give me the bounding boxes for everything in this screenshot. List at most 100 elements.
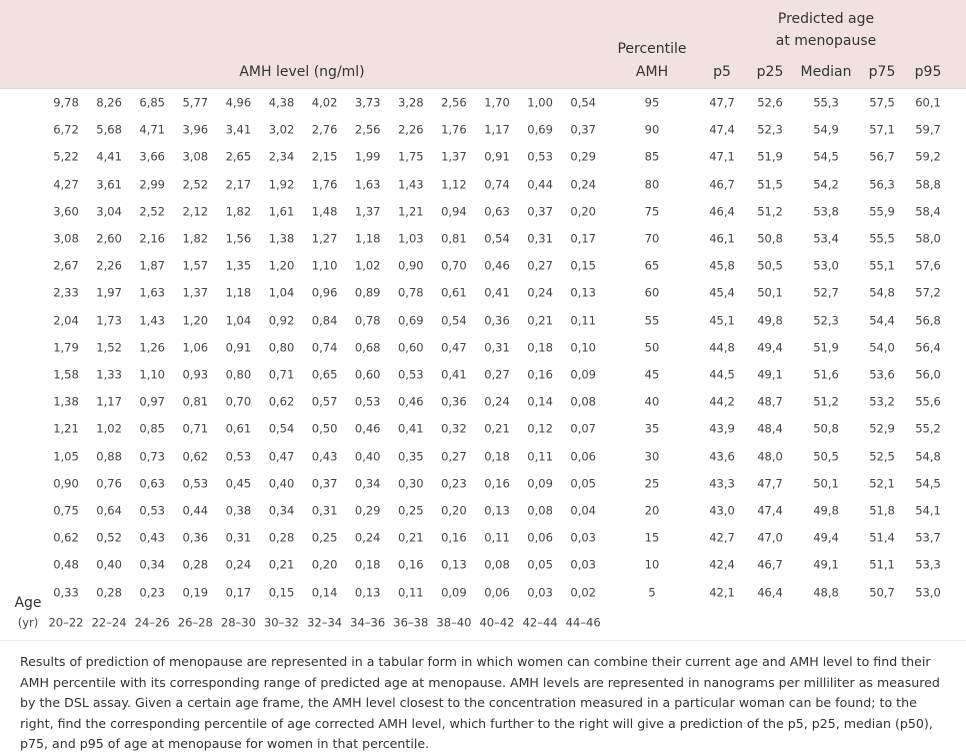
amh-cell: 0,17 bbox=[225, 584, 252, 599]
amh-cell: 5,22 bbox=[53, 149, 79, 164]
amh-cell: 3,28 bbox=[397, 95, 424, 110]
age-range: 36–38 bbox=[393, 615, 429, 630]
separator bbox=[0, 640, 966, 641]
amh-cell: 0,63 bbox=[139, 476, 165, 491]
predicted-cell: 45,4 bbox=[709, 285, 735, 300]
amh-cell: 0,62 bbox=[268, 394, 295, 409]
amh-cell: 0,68 bbox=[354, 340, 381, 355]
amh-cell: 0,17 bbox=[570, 231, 596, 246]
amh-cell: 0,13 bbox=[484, 503, 510, 518]
amh-cell: 0,14 bbox=[527, 394, 553, 409]
amh-cell: 1,57 bbox=[182, 258, 209, 273]
predicted-cell: 55,9 bbox=[869, 204, 895, 219]
amh-cell: 0,18 bbox=[527, 340, 553, 355]
amh-cell: 1,02 bbox=[354, 258, 381, 273]
predicted-cell: 43,9 bbox=[709, 421, 735, 436]
amh-cell: 0,03 bbox=[527, 584, 553, 599]
amh-cell: 0,20 bbox=[311, 557, 338, 572]
predicted-cell: 56,4 bbox=[915, 340, 941, 355]
amh-cell: 0,24 bbox=[354, 530, 381, 545]
predicted-cell: 54,5 bbox=[813, 149, 839, 164]
amh-cell: 0,11 bbox=[397, 584, 424, 599]
amh-cell: 0,80 bbox=[225, 367, 252, 382]
amh-cell: 1,20 bbox=[182, 312, 209, 327]
predicted-cell: 48,4 bbox=[757, 421, 783, 436]
predicted-cell: 43,0 bbox=[709, 503, 735, 518]
amh-cell: 0,81 bbox=[182, 394, 209, 409]
predicted-cell: 52,7 bbox=[813, 285, 839, 300]
predicted-cell: 50,8 bbox=[757, 231, 783, 246]
amh-cell: 1,43 bbox=[139, 312, 165, 327]
amh-cell: 1,10 bbox=[311, 258, 338, 273]
amh-cell: 0,24 bbox=[570, 176, 596, 191]
amh-cell: 0,62 bbox=[53, 530, 79, 545]
predicted-cell: 47,7 bbox=[709, 95, 735, 110]
amh-cell: 8,26 bbox=[96, 95, 122, 110]
amh-cell: 3,66 bbox=[139, 149, 165, 164]
amh-cell: 0,44 bbox=[182, 503, 209, 518]
amh-cell: 1,21 bbox=[397, 204, 424, 219]
amh-cell: 9,78 bbox=[53, 95, 79, 110]
amh-cell: 0,36 bbox=[441, 394, 467, 409]
predicted-cell: 52,5 bbox=[869, 448, 895, 463]
amh-cell: 0,35 bbox=[397, 448, 424, 463]
amh-cell: 0,60 bbox=[397, 340, 424, 355]
amh-cell: 0,13 bbox=[570, 285, 596, 300]
amh-cell: 1,04 bbox=[268, 285, 295, 300]
amh-cell: 1,43 bbox=[397, 176, 424, 191]
amh-cell: 0,11 bbox=[527, 448, 553, 463]
header-predicted: at menopause bbox=[775, 33, 877, 49]
amh-cell: 0,10 bbox=[570, 340, 596, 355]
amh-cell: 1,18 bbox=[225, 285, 252, 300]
amh-cell: 3,41 bbox=[225, 122, 252, 137]
amh-cell: 1,38 bbox=[53, 394, 79, 409]
amh-cell: 0,94 bbox=[441, 204, 467, 219]
age-label: (yr) bbox=[17, 615, 39, 630]
amh-cell: 0,03 bbox=[570, 530, 596, 545]
age-range: 30–32 bbox=[263, 615, 300, 630]
age-range: 34–36 bbox=[350, 615, 386, 630]
predicted-cell: 57,5 bbox=[869, 95, 895, 110]
predicted-cell: 51,2 bbox=[813, 394, 839, 409]
amh-cell: 0,23 bbox=[441, 476, 467, 491]
amh-cell: 2,17 bbox=[225, 176, 252, 191]
amh-cell: 0,33 bbox=[53, 584, 79, 599]
amh-cell: 0,11 bbox=[484, 530, 510, 545]
amh-cell: 0,60 bbox=[354, 367, 381, 382]
amh-cell: 0,70 bbox=[441, 258, 467, 273]
amh-cell: 0,20 bbox=[570, 204, 596, 219]
amh-cell: 1,27 bbox=[311, 231, 338, 246]
predicted-cell: 50,8 bbox=[813, 421, 839, 436]
amh-cell: 0,61 bbox=[225, 421, 252, 436]
predicted-cell: 53,2 bbox=[869, 394, 895, 409]
predicted-cell: 49,8 bbox=[757, 312, 783, 327]
amh-cell: 0,53 bbox=[182, 476, 209, 491]
amh-cell: 0,12 bbox=[527, 421, 553, 436]
header-column: Median bbox=[800, 64, 852, 80]
amh-cell: 0,92 bbox=[268, 312, 295, 327]
amh-cell: 0,07 bbox=[570, 421, 596, 436]
amh-cell: 1,35 bbox=[225, 258, 252, 273]
amh-cell: 4,38 bbox=[268, 95, 295, 110]
amh-cell: 2,04 bbox=[53, 312, 79, 327]
predicted-cell: 54,0 bbox=[869, 340, 895, 355]
amh-cell: 0,36 bbox=[182, 530, 209, 545]
predicted-cell: 58,0 bbox=[915, 231, 941, 246]
header-column: p75 bbox=[868, 64, 896, 80]
predicted-cell: 49,1 bbox=[813, 557, 839, 572]
predicted-cell: 54,5 bbox=[915, 476, 941, 491]
percentile-cell: 95 bbox=[644, 95, 660, 110]
amh-cell: 0,54 bbox=[484, 231, 510, 246]
amh-cell: 2,16 bbox=[139, 231, 165, 246]
amh-cell: 0,06 bbox=[484, 584, 510, 599]
age-range: 42–44 bbox=[522, 615, 558, 630]
amh-cell: 6,72 bbox=[53, 122, 79, 137]
amh-cell: 0,06 bbox=[527, 530, 553, 545]
amh-cell: 1,73 bbox=[96, 312, 122, 327]
amh-cell: 0,78 bbox=[397, 285, 424, 300]
header-percentile: Percentile bbox=[617, 41, 687, 57]
header-amh-level: AMH level (ng/ml) bbox=[239, 64, 365, 80]
predicted-cell: 47,4 bbox=[709, 122, 735, 137]
amh-cell: 0,09 bbox=[527, 476, 553, 491]
predicted-cell: 52,9 bbox=[869, 421, 895, 436]
